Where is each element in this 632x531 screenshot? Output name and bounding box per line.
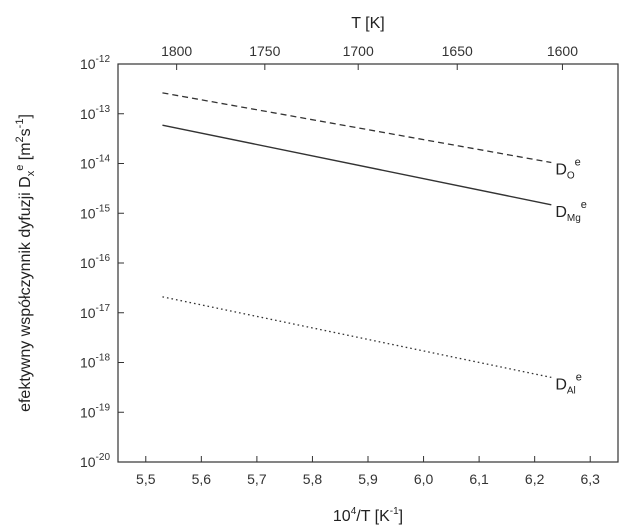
top-axis-title: T [K]: [351, 15, 385, 32]
left-tick-label: 10-13: [80, 104, 110, 122]
left-tick-label: 10-14: [80, 154, 110, 172]
left-axis-ticks: 10-12 10-13 10-14 10-15 10-16 10-17 10-18 10-19…: [80, 54, 124, 470]
plot-frame: [117, 63, 619, 463]
series-line-mg: [162, 124, 552, 206]
bottom-tick-label: 6,0: [414, 471, 434, 487]
series-layer: [162, 92, 552, 379]
series-line-o: [162, 92, 552, 164]
bottom-axis-title: 104/T [K-1]: [333, 506, 403, 525]
bottom-tick-label: 5,7: [247, 471, 267, 487]
bottom-tick-label: 5,9: [358, 471, 378, 487]
top-tick-label: 1800: [161, 43, 192, 59]
bottom-tick-label: 5,8: [303, 471, 323, 487]
left-tick-label: 10-12: [80, 54, 110, 72]
series-label-mg: DMge: [555, 199, 587, 224]
top-tick-label: 1600: [547, 43, 578, 59]
top-tick-label: 1650: [442, 43, 473, 59]
bottom-tick-label: 5,5: [136, 471, 156, 487]
top-tick-label: 1750: [249, 43, 280, 59]
bottom-axis-ticks: 5,5 5,6 5,7 5,8 5,9 6,0 6,1 6,2 6,3: [136, 456, 600, 487]
bottom-tick-label: 6,2: [525, 471, 545, 487]
left-tick-label: 10-16: [80, 253, 110, 271]
left-tick-label: 10-20: [80, 452, 110, 470]
left-tick-label: 10-18: [80, 353, 110, 371]
top-tick-label: 1700: [343, 43, 374, 59]
bottom-tick-label: 6,3: [580, 471, 600, 487]
series-line-al: [162, 296, 552, 379]
left-tick-label: 10-19: [80, 402, 110, 420]
bottom-tick-label: 5,6: [192, 471, 212, 487]
series-label-o: DOe: [555, 157, 580, 182]
left-tick-label: 10-17: [80, 303, 110, 321]
bottom-tick-label: 6,1: [469, 471, 489, 487]
series-label-al: DAle: [555, 371, 582, 396]
top-axis-ticks: 1800 1750 1700 1650 1600: [161, 43, 578, 70]
y-axis-title: efektywny współczynnik dyfuzji Dxe [m2s-…: [14, 114, 37, 412]
left-tick-label: 10-15: [80, 203, 110, 221]
series-labels: DOe DMge DAle: [555, 157, 587, 397]
